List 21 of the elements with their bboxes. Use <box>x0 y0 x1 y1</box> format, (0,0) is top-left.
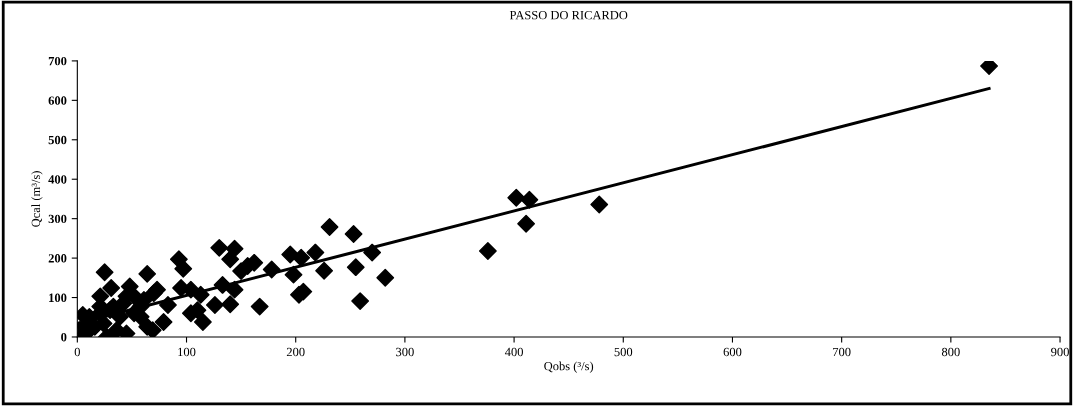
x-axis-title: Qobs (³/s) <box>544 361 594 373</box>
x-tick-label: 200 <box>286 347 305 357</box>
x-tick-label: 300 <box>396 347 414 357</box>
y-tick-label: 100 <box>49 293 67 302</box>
y-tick-label: 200 <box>48 254 67 263</box>
y-tick-label: 700 <box>48 56 67 66</box>
y-tick-label: 600 <box>48 96 67 105</box>
x-tick-label: 400 <box>504 347 523 357</box>
y-tick-label: 500 <box>48 135 67 145</box>
y-tick-label: 400 <box>48 175 67 184</box>
x-tick-label: 0 <box>74 347 80 357</box>
x-tick-label: 100 <box>178 347 196 357</box>
y-tick-label: 0 <box>61 333 67 342</box>
x-tick-label: 500 <box>614 347 633 357</box>
x-tick-label: 600 <box>723 347 742 357</box>
y-tick-label: 300 <box>48 214 67 224</box>
y-axis-title: Qcal (m³/s) <box>31 171 43 227</box>
x-tick-label: 900 <box>1051 347 1069 357</box>
x-tick-label: 800 <box>941 347 960 357</box>
x-tick-label: 700 <box>833 347 851 357</box>
chart-title: PASSO DO RICARDO <box>509 10 628 20</box>
